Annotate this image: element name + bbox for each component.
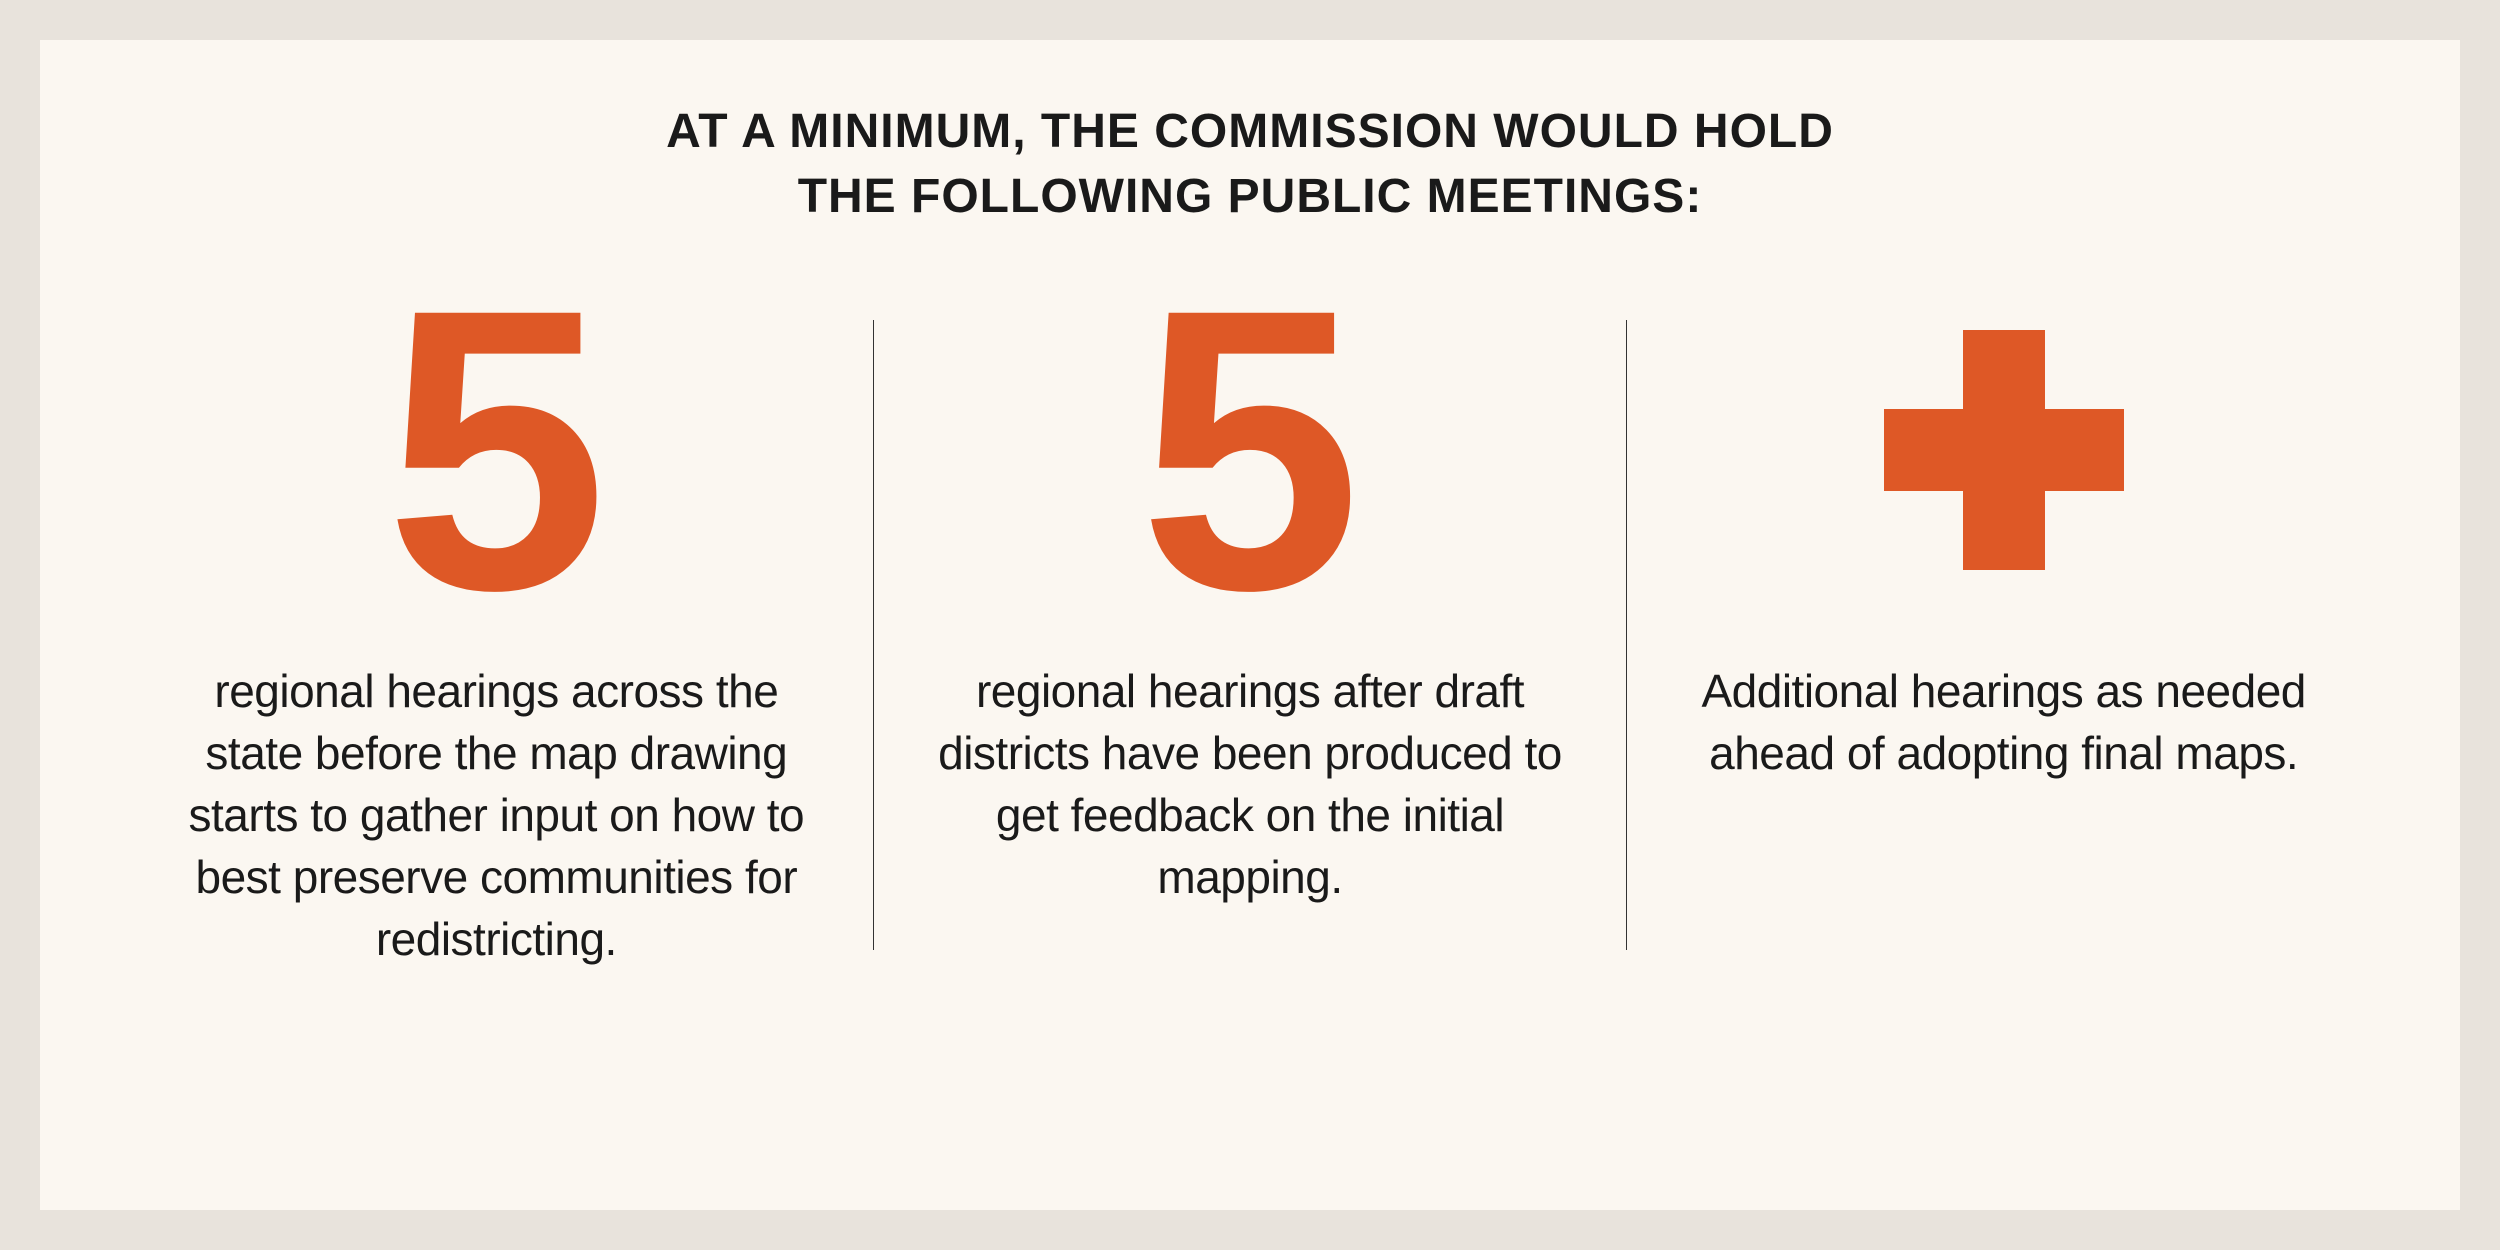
- heading: AT A MINIMUM, THE COMMISSION WOULD HOLD …: [120, 100, 2380, 230]
- column-2-description: regional hearings after draft districts …: [924, 660, 1577, 908]
- heading-line2: THE FOLLOWING PUBLIC MEETINGS:: [798, 170, 1703, 223]
- column-3-description: Additional hearings as needed ahead of a…: [1677, 660, 2330, 784]
- column-1-description: regional hearings across the state befor…: [170, 660, 823, 970]
- heading-line1: AT A MINIMUM, THE COMMISSION WOULD HOLD: [666, 105, 1834, 158]
- column-1-number: 5: [385, 280, 607, 620]
- column-2-number: 5: [1139, 280, 1361, 620]
- columns-container: 5 regional hearings across the state bef…: [120, 280, 2380, 970]
- plus-icon: [1884, 280, 2124, 620]
- plus-vertical: [1963, 330, 2045, 570]
- column-1: 5 regional hearings across the state bef…: [120, 280, 873, 970]
- plus-shape: [1884, 330, 2124, 570]
- column-3: Additional hearings as needed ahead of a…: [1627, 280, 2380, 784]
- column-2: 5 regional hearings after draft district…: [874, 280, 1627, 908]
- infographic-card: AT A MINIMUM, THE COMMISSION WOULD HOLD …: [40, 40, 2460, 1210]
